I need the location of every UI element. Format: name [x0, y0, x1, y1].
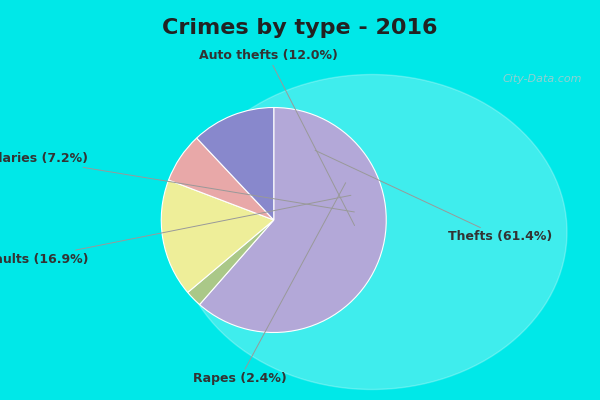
Text: City-Data.com: City-Data.com	[503, 74, 582, 84]
Wedge shape	[188, 220, 274, 304]
Text: Burglaries (7.2%): Burglaries (7.2%)	[0, 152, 355, 212]
Wedge shape	[169, 138, 274, 220]
Text: Crimes by type - 2016: Crimes by type - 2016	[162, 18, 438, 38]
Wedge shape	[197, 108, 274, 220]
Wedge shape	[200, 108, 386, 332]
Text: Thefts (61.4%): Thefts (61.4%)	[315, 150, 553, 243]
Wedge shape	[161, 180, 274, 292]
Text: Rapes (2.4%): Rapes (2.4%)	[193, 183, 346, 385]
Text: Assaults (16.9%): Assaults (16.9%)	[0, 195, 351, 266]
Text: Auto thefts (12.0%): Auto thefts (12.0%)	[199, 50, 355, 226]
Ellipse shape	[177, 74, 567, 390]
